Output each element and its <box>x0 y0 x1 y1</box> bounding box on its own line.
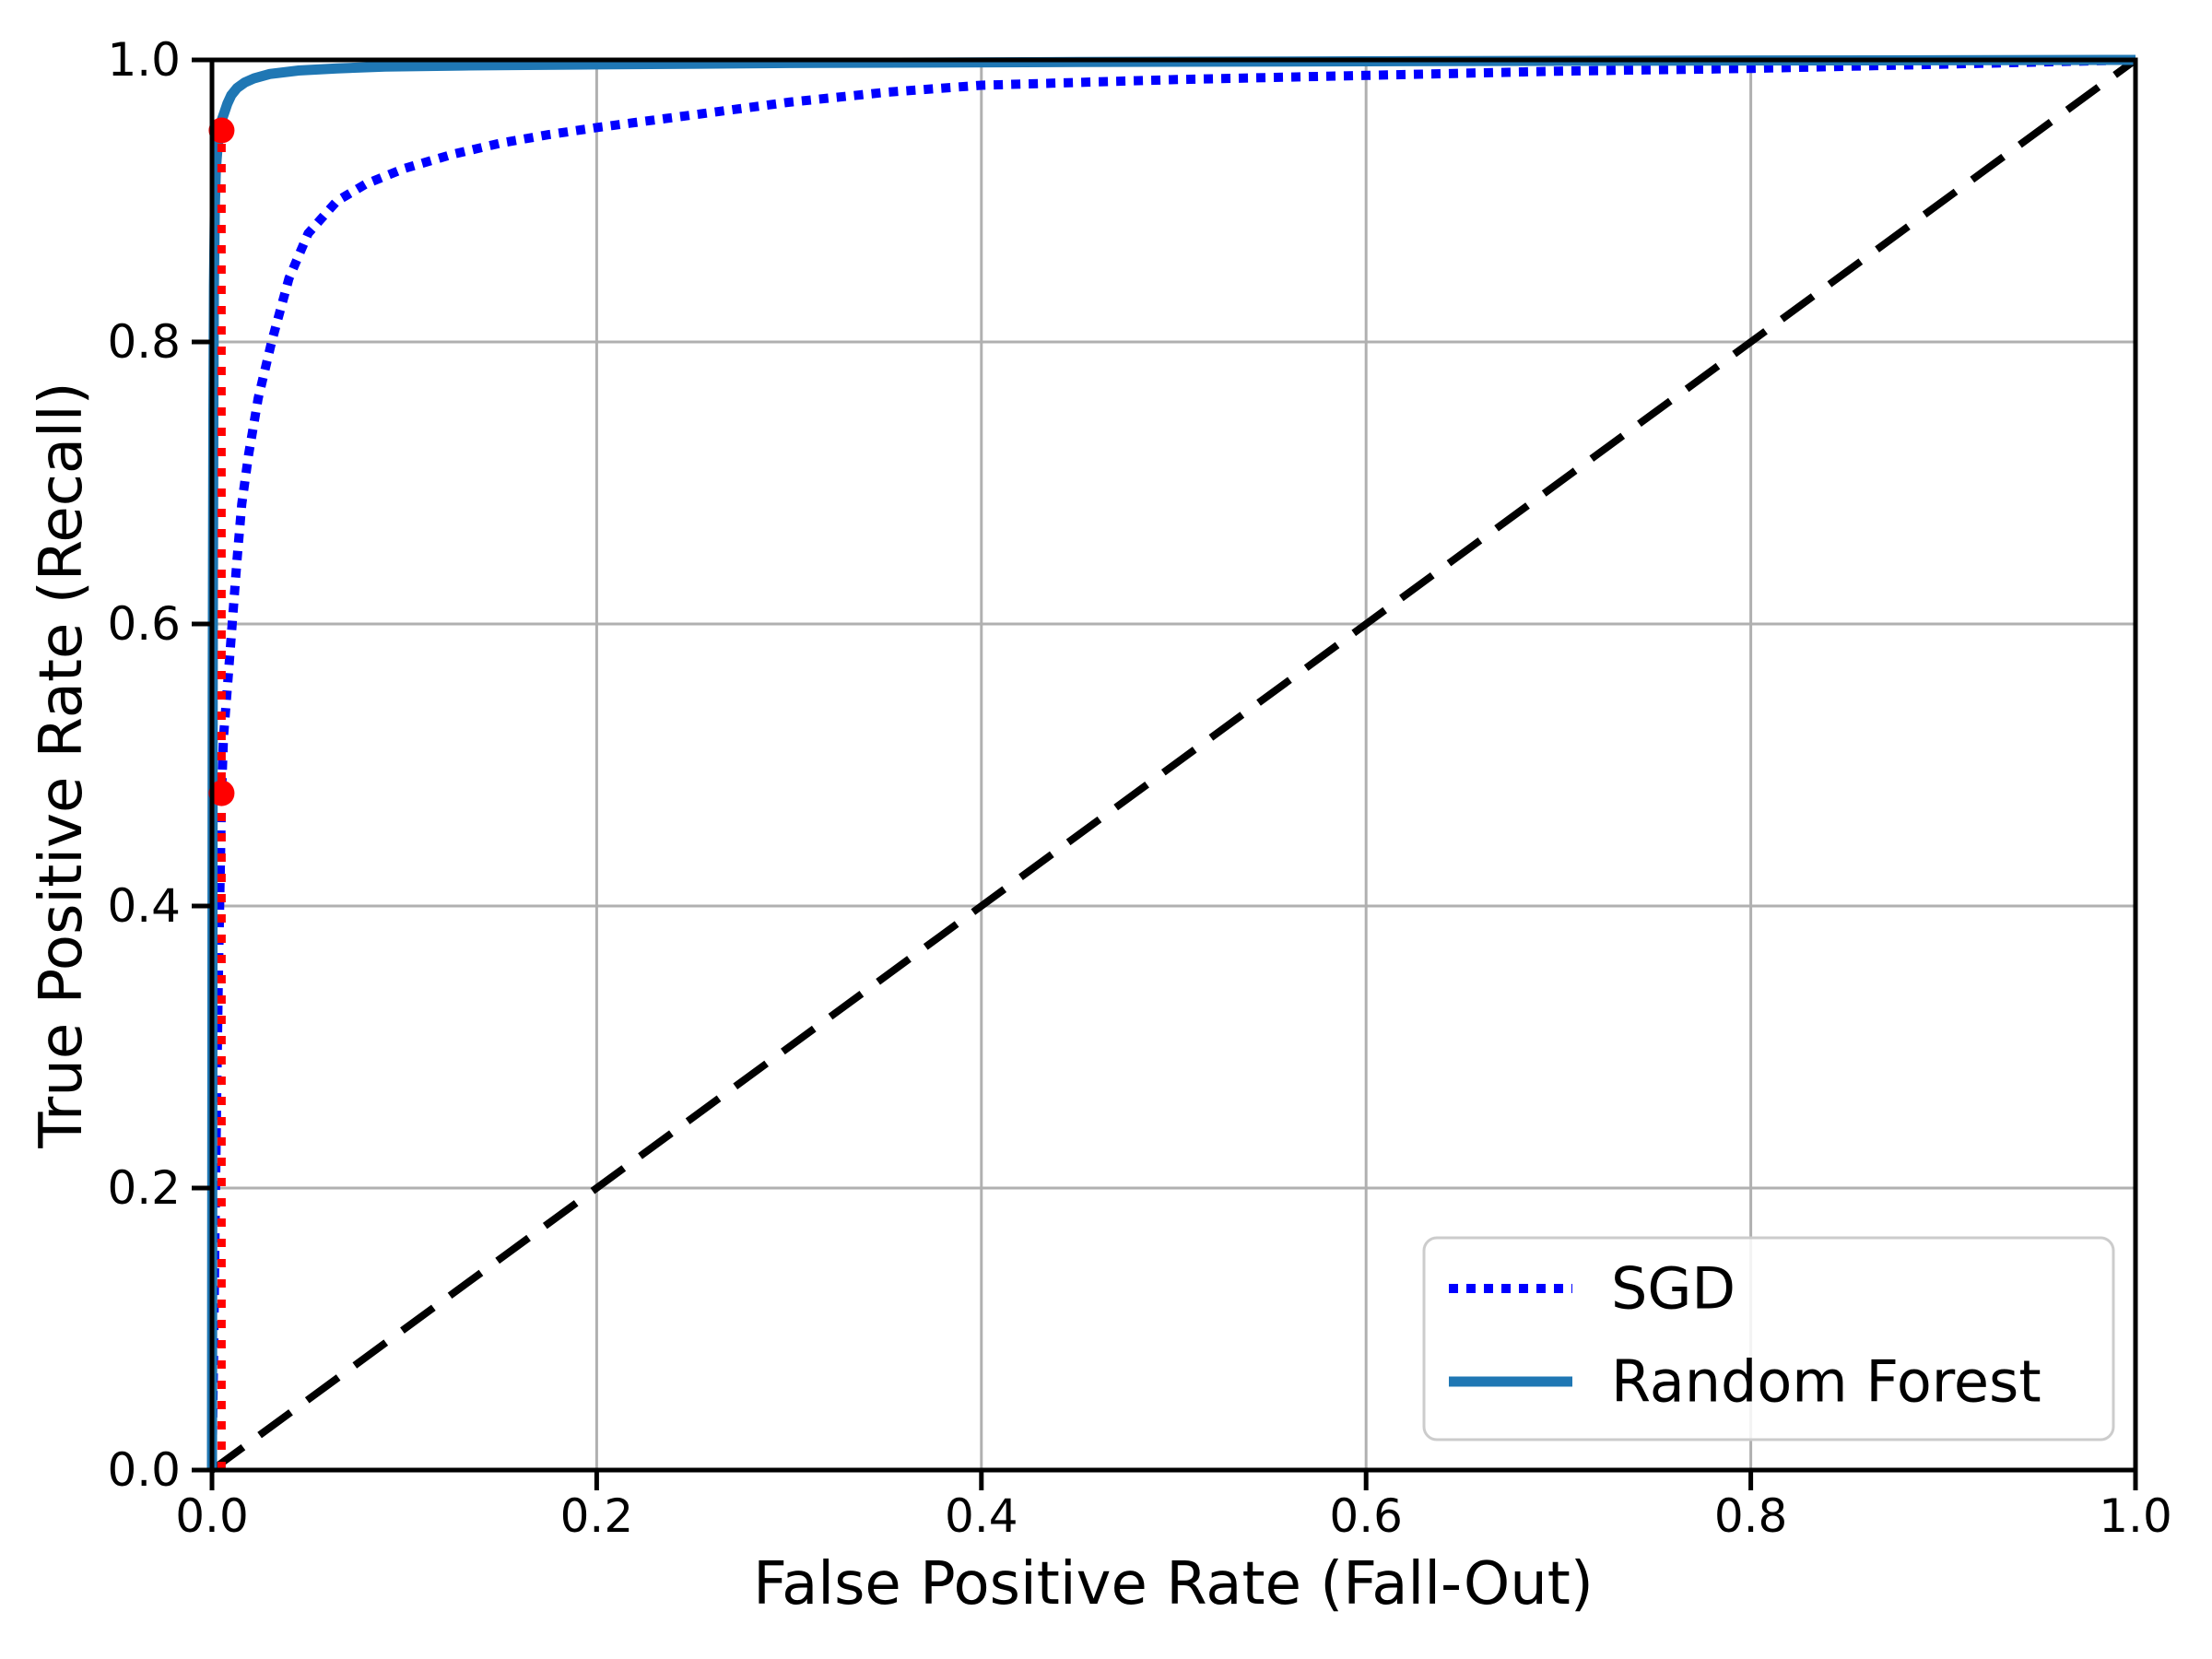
legend-label-sgd: SGD <box>1611 1255 1735 1323</box>
x-tick-label: 1.0 <box>2099 1489 2172 1543</box>
y-tick-label: 0.0 <box>107 1443 181 1497</box>
legend-frame <box>1422 1236 2115 1441</box>
chance-diagonal-curve <box>209 56 2138 1474</box>
legend-label-random-forest: Random Forest <box>1611 1348 2041 1416</box>
sgd-curve <box>207 55 2136 1471</box>
x-tick-label: 0.6 <box>1329 1489 1403 1543</box>
x-tick-label: 0.8 <box>1714 1489 1788 1543</box>
legend: SGD Random Forest <box>1422 1236 2115 1441</box>
y-axis-label: True Positive Rate (Recall) <box>28 382 96 1148</box>
y-tick-label: 1.0 <box>107 33 181 87</box>
x-tick-label: 0.0 <box>175 1489 249 1543</box>
y-tick-label: 0.4 <box>107 879 181 933</box>
y-tick-label: 0.2 <box>107 1161 181 1215</box>
y-tick-label: 0.6 <box>107 597 181 651</box>
y-tick-label: 0.8 <box>107 315 181 369</box>
threshold-marker <box>208 780 235 806</box>
axes-spines <box>209 57 2138 1473</box>
threshold-marker <box>208 117 235 144</box>
x-axis-label: False Positive Rate (Fall-Out) <box>753 1550 1594 1618</box>
plot-layers: 0.0 0.2 0.4 0.6 0.8 1.0 0.0 0.2 0.4 0.6 0.8 1.0 <box>107 33 2171 1543</box>
x-tick-label: 0.4 <box>945 1489 1018 1543</box>
random-forest-curve <box>206 54 2136 1471</box>
x-tick-label: 0.2 <box>560 1489 634 1543</box>
